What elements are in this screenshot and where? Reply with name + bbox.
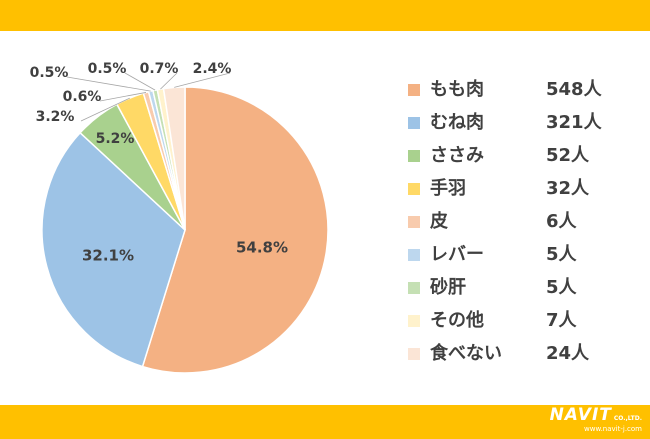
slice-1-legend-value: 548人	[546, 79, 603, 100]
slice-6-leader-line	[66, 76, 151, 92]
slice-6-legend-name: レバー	[430, 244, 484, 265]
slice-8-percent-label: 0.7%	[140, 61, 179, 77]
slice-8-legend-swatch	[408, 315, 420, 327]
slice-6-percent-label: 0.5%	[30, 65, 69, 81]
slice-5-leader-line	[99, 92, 147, 102]
slice-3-legend-swatch	[408, 150, 420, 162]
slice-1-legend-swatch	[408, 84, 420, 96]
slice-9-percent-label: 2.4%	[193, 61, 232, 77]
slice-5-legend-swatch	[408, 216, 420, 228]
logo-suffix: CO.,LTD.	[613, 415, 642, 422]
slice-4-leader-line	[80, 97, 131, 122]
slice-1-legend-name: もも肉	[430, 78, 484, 100]
slice-1-wedge	[141, 86, 329, 374]
slice-8-legend-name: その他	[430, 309, 484, 331]
slice-7-legend-value: 5人	[546, 277, 578, 298]
slice-6-legend-swatch	[408, 249, 420, 261]
slice-3-legend-name: ささみ	[430, 145, 484, 166]
slice-2-legend-name: むね肉	[430, 111, 484, 133]
slice-3-percent-label: 5.2%	[96, 131, 135, 147]
slice-5-percent-label: 0.6%	[63, 89, 102, 105]
slice-3-legend-value: 52人	[546, 145, 590, 166]
slice-9-leader-line	[174, 72, 231, 88]
slice-4-legend-name: 手羽	[430, 177, 466, 199]
slice-8-leader-line	[160, 72, 178, 90]
slice-7-legend-name: 砂肝	[430, 276, 466, 298]
top-band	[0, 0, 650, 31]
slice-1-percent-label: 54.8%	[236, 239, 288, 257]
slice-2-legend-swatch	[408, 117, 420, 129]
slice-5-legend-name: 皮	[430, 210, 448, 232]
slice-7-percent-label: 0.5%	[88, 61, 127, 77]
slice-2-legend-value: 321人	[546, 112, 603, 133]
logo-brand: NAVIT	[549, 405, 612, 425]
slice-4-legend-value: 32人	[546, 178, 590, 199]
logo-url: www.navit-j.com	[584, 425, 642, 433]
slice-7-leader-line	[124, 72, 156, 91]
slice-6-legend-value: 5人	[546, 244, 578, 265]
slice-7-legend-swatch	[408, 282, 420, 294]
slice-5-legend-value: 6人	[546, 211, 578, 232]
slice-9-legend-swatch	[408, 348, 420, 360]
bottom-band	[0, 405, 650, 439]
slice-9-legend-name: 食べない	[429, 342, 502, 364]
slice-4-percent-label: 3.2%	[36, 109, 75, 125]
slice-8-legend-value: 7人	[546, 310, 578, 331]
slice-2-wedge	[41, 131, 186, 368]
slice-4-legend-swatch	[408, 183, 420, 195]
slice-9-legend-value: 24人	[546, 343, 590, 364]
company-logo: NAVIT CO.,LTD. www.navit-j.com	[550, 407, 642, 433]
slice-2-percent-label: 32.1%	[82, 247, 134, 265]
